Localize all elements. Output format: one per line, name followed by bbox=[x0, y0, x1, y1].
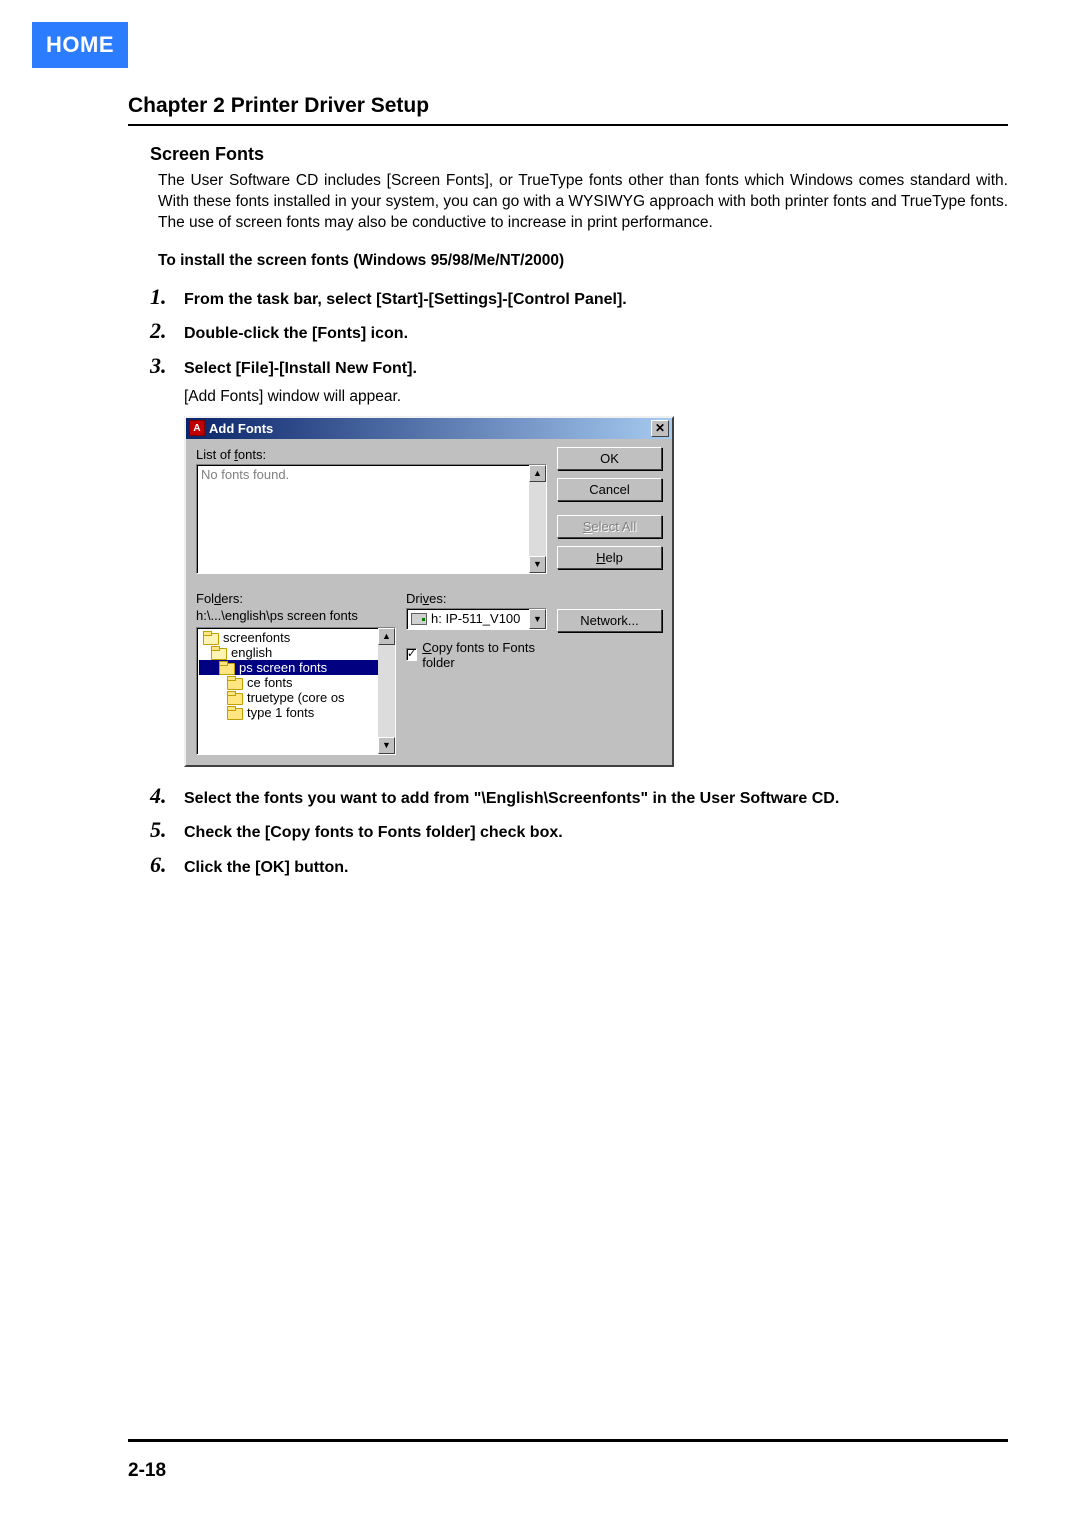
listbox-placeholder: No fonts found. bbox=[201, 467, 289, 482]
scroll-up-icon[interactable]: ▲ bbox=[378, 628, 395, 645]
step-number: 1. bbox=[150, 284, 184, 310]
folder-icon bbox=[227, 676, 243, 689]
step-number: 5. bbox=[150, 817, 184, 843]
network-button[interactable]: Network... bbox=[557, 609, 662, 632]
tree-label: ps screen fonts bbox=[239, 660, 327, 675]
chevron-down-icon[interactable]: ▼ bbox=[529, 609, 546, 629]
copy-fonts-checkbox-row[interactable]: ✓ Copy fonts to Fonts folder bbox=[406, 640, 547, 670]
install-heading: To install the screen fonts (Windows 95/… bbox=[158, 252, 1008, 270]
dialog-buttons-column: OK Cancel Select All Help bbox=[557, 447, 662, 577]
step-3: 3. Select [File]-[Install New Font]. bbox=[150, 353, 1008, 380]
home-tab[interactable]: HOME bbox=[32, 22, 128, 68]
ok-button[interactable]: OK bbox=[557, 447, 662, 470]
drive-value: h: IP-511_V100 bbox=[431, 611, 520, 626]
dialog-figure: A Add Fonts ✕ List of fonts: No fonts fo… bbox=[184, 416, 1008, 767]
section-title: Screen Fonts bbox=[150, 144, 1008, 165]
close-icon[interactable]: ✕ bbox=[651, 420, 669, 437]
help-button[interactable]: Help bbox=[557, 546, 662, 569]
tree-label: screenfonts bbox=[223, 630, 290, 645]
page: HOME Chapter 2 Printer Driver Setup Scre… bbox=[0, 0, 1080, 1528]
folders-path: h:\...\english\ps screen fonts bbox=[196, 608, 396, 623]
folder-tree[interactable]: screenfonts english ps screen fonts bbox=[196, 627, 396, 755]
page-number: 2-18 bbox=[128, 1460, 166, 1482]
tree-label: ce fonts bbox=[247, 675, 293, 690]
folder-open-icon bbox=[203, 631, 219, 644]
dialog-title: Add Fonts bbox=[209, 421, 651, 436]
scroll-down-icon[interactable]: ▼ bbox=[378, 737, 395, 754]
step-number: 2. bbox=[150, 318, 184, 344]
list-of-fonts-label: List of fonts: bbox=[196, 447, 547, 462]
step-3-note: [Add Fonts] window will appear. bbox=[184, 388, 1008, 406]
step-5: 5. Check the [Copy fonts to Fonts folder… bbox=[150, 817, 1008, 844]
tree-item[interactable]: truetype (core os bbox=[199, 690, 393, 705]
dialog-body-upper: List of fonts: No fonts found. ▲ ▼ bbox=[186, 439, 672, 587]
section-screen-fonts: Screen Fonts The User Software CD includ… bbox=[150, 144, 1008, 878]
dialog-titlebar[interactable]: A Add Fonts ✕ bbox=[186, 418, 672, 439]
step-text: Select [File]-[Install New Font]. bbox=[184, 358, 1008, 380]
chapter-rule bbox=[128, 124, 1008, 126]
tree-item[interactable]: screenfonts bbox=[199, 630, 393, 645]
checkbox-icon[interactable]: ✓ bbox=[406, 648, 417, 661]
step-text: Select the fonts you want to add from "\… bbox=[184, 788, 1008, 810]
step-text: Check the [Copy fonts to Fonts folder] c… bbox=[184, 822, 1008, 844]
step-text: From the task bar, select [Start]-[Setti… bbox=[184, 289, 1008, 311]
folder-open-icon bbox=[211, 646, 227, 659]
copy-fonts-label: Copy fonts to Fonts folder bbox=[422, 640, 547, 670]
fonts-listbox[interactable]: No fonts found. ▲ ▼ bbox=[196, 464, 547, 574]
tree-label: english bbox=[231, 645, 272, 660]
folders-column: Folders: h:\...\english\ps screen fonts … bbox=[196, 591, 396, 755]
tree-item[interactable]: type 1 fonts bbox=[199, 705, 393, 720]
step-1: 1. From the task bar, select [Start]-[Se… bbox=[150, 284, 1008, 311]
tree-item-selected[interactable]: ps screen fonts bbox=[199, 660, 393, 675]
tree-item[interactable]: ce fonts bbox=[199, 675, 393, 690]
tree-label: truetype (core os bbox=[247, 690, 345, 705]
step-text: Click the [OK] button. bbox=[184, 857, 1008, 879]
fonts-list-area: List of fonts: No fonts found. ▲ ▼ bbox=[196, 447, 547, 577]
tree-scrollbar[interactable]: ▲ ▼ bbox=[378, 628, 395, 754]
drives-label: Drives: bbox=[406, 591, 547, 606]
step-number: 4. bbox=[150, 783, 184, 809]
footer-rule bbox=[128, 1439, 1008, 1442]
folder-icon bbox=[227, 691, 243, 704]
scroll-up-icon[interactable]: ▲ bbox=[529, 465, 546, 482]
section-body-text: The User Software CD includes [Screen Fo… bbox=[158, 171, 1008, 234]
step-2: 2. Double-click the [Fonts] icon. bbox=[150, 318, 1008, 345]
drives-combobox[interactable]: h: IP-511_V100 ▼ bbox=[406, 608, 547, 630]
add-fonts-dialog: A Add Fonts ✕ List of fonts: No fonts fo… bbox=[184, 416, 674, 767]
chapter-title: Chapter 2 Printer Driver Setup bbox=[128, 94, 1008, 118]
tree-item[interactable]: english bbox=[199, 645, 393, 660]
main-content: Chapter 2 Printer Driver Setup Screen Fo… bbox=[128, 80, 1008, 886]
cancel-button[interactable]: Cancel bbox=[557, 478, 662, 501]
network-column: Network... bbox=[557, 591, 662, 640]
step-number: 3. bbox=[150, 353, 184, 379]
listbox-scrollbar[interactable]: ▲ ▼ bbox=[529, 465, 546, 573]
step-number: 6. bbox=[150, 852, 184, 878]
scroll-down-icon[interactable]: ▼ bbox=[529, 556, 546, 573]
step-6: 6. Click the [OK] button. bbox=[150, 852, 1008, 879]
drives-column: Drives: h: IP-511_V100 ▼ ✓ Copy fonts to… bbox=[406, 591, 547, 670]
folder-icon bbox=[227, 706, 243, 719]
folders-label: Folders: bbox=[196, 591, 396, 606]
select-all-button: Select All bbox=[557, 515, 662, 538]
step-text: Double-click the [Fonts] icon. bbox=[184, 323, 1008, 345]
step-4: 4. Select the fonts you want to add from… bbox=[150, 783, 1008, 810]
dialog-app-icon: A bbox=[189, 420, 205, 436]
disk-icon bbox=[411, 613, 427, 625]
dialog-body-lower: Folders: h:\...\english\ps screen fonts … bbox=[186, 587, 672, 765]
ordered-steps: 1. From the task bar, select [Start]-[Se… bbox=[150, 284, 1008, 879]
tree-label: type 1 fonts bbox=[247, 705, 314, 720]
folder-open-icon bbox=[219, 661, 235, 674]
